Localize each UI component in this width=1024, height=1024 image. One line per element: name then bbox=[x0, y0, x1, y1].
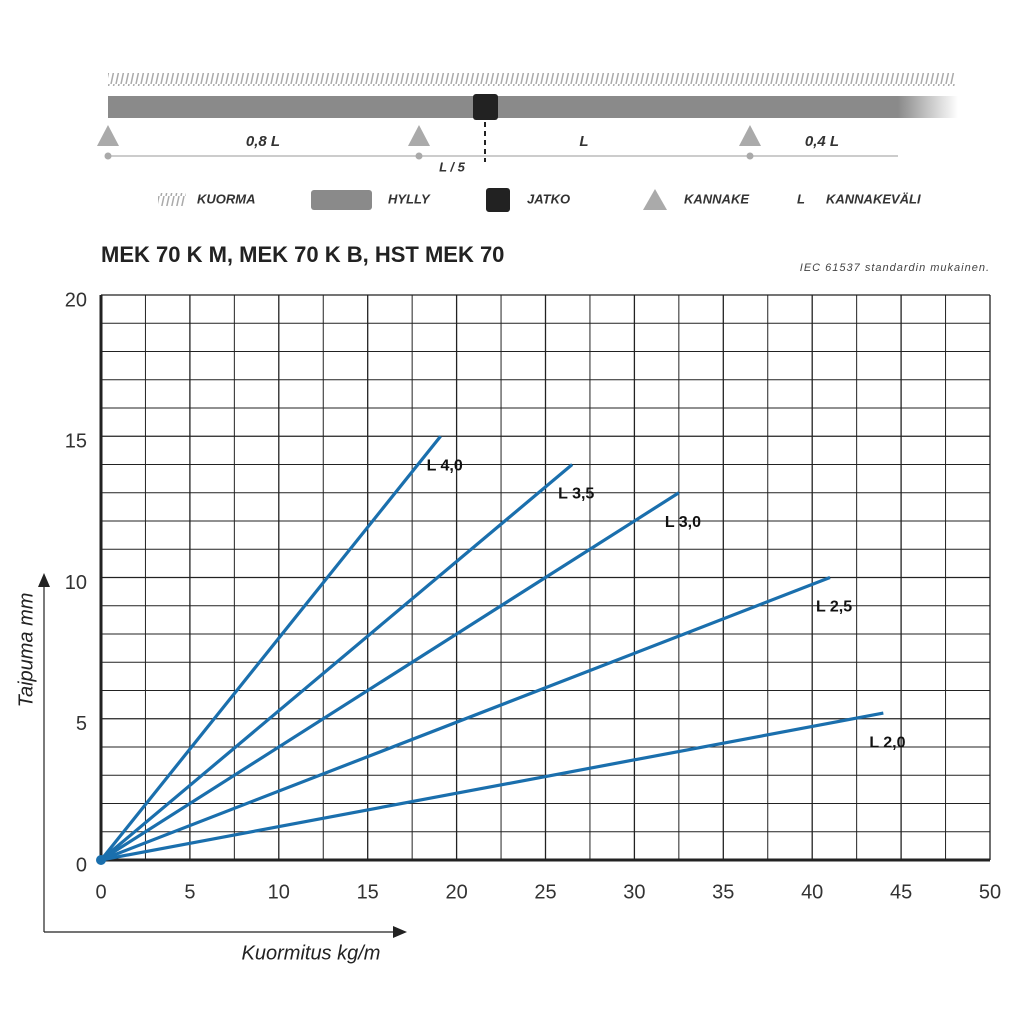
legend-hatch bbox=[158, 193, 186, 206]
origin-marker bbox=[96, 855, 106, 865]
chart-title: MEK 70 K M, MEK 70 K B, HST MEK 70 bbox=[101, 242, 504, 267]
chart-note: IEC 61537 standardin mukainen. bbox=[800, 262, 990, 274]
x-tick-label: 15 bbox=[357, 881, 379, 903]
legend-label: KANNAKEVÄLI bbox=[826, 191, 921, 206]
dimension-dot bbox=[104, 152, 112, 160]
y-tick-label: 20 bbox=[65, 289, 87, 311]
legend-joint bbox=[486, 188, 510, 212]
load-hatch bbox=[108, 73, 955, 86]
series-label: L 3,0 bbox=[665, 514, 701, 531]
y-axis-title: Taipuma mm bbox=[15, 593, 37, 708]
legend-label: KUORMA bbox=[197, 191, 256, 206]
legend-label: JATKO bbox=[527, 191, 570, 206]
x-tick-label: 25 bbox=[534, 881, 556, 903]
data-line bbox=[100, 576, 831, 862]
x-tick-label: 40 bbox=[801, 881, 823, 903]
dimension-dot bbox=[746, 152, 754, 160]
dimension-dot bbox=[415, 152, 423, 160]
axis-arrows bbox=[38, 573, 407, 938]
series-label: L 3,5 bbox=[558, 486, 594, 503]
series-label: L 2,0 bbox=[869, 734, 905, 751]
joint bbox=[473, 94, 498, 120]
arrow-head bbox=[393, 926, 407, 938]
data-line bbox=[99, 463, 574, 862]
support bbox=[739, 125, 761, 146]
data-line bbox=[100, 711, 884, 862]
legend-key: L bbox=[797, 191, 805, 206]
data-line bbox=[100, 491, 680, 862]
x-tick-label: 45 bbox=[890, 881, 912, 903]
x-axis-title: Kuormitus kg/m bbox=[242, 942, 381, 964]
legend-label: KANNAKE bbox=[684, 191, 749, 206]
shelf-bar bbox=[108, 96, 900, 118]
legend-support bbox=[643, 189, 667, 210]
x-tick-label: 20 bbox=[445, 881, 467, 903]
x-tick-label: 5 bbox=[184, 881, 195, 903]
x-tick-label: 0 bbox=[95, 881, 106, 903]
legend-shelf bbox=[311, 190, 372, 210]
series-label: L 4,0 bbox=[427, 457, 463, 474]
plot: 0 5 10 15 20 25 30 35 40 45 50 0 5 10 15 20 L 4,0 L 3,5 L … bbox=[65, 289, 1001, 903]
arrow-head bbox=[38, 573, 50, 587]
y-tick-label: 0 bbox=[76, 854, 87, 876]
y-tick-label: 10 bbox=[65, 572, 87, 594]
x-tick-label: 35 bbox=[712, 881, 734, 903]
series-label: L 2,5 bbox=[816, 599, 852, 616]
offset-label: L / 5 bbox=[439, 159, 466, 174]
legend-label: HYLLY bbox=[388, 191, 431, 206]
x-tick-label: 50 bbox=[979, 881, 1001, 903]
x-tick-label: 30 bbox=[623, 881, 645, 903]
x-tick-label: 10 bbox=[268, 881, 290, 903]
beam-diagram: 0,8 L L 0,4 L L / 5 KUORMA HYLLY JATKO K… bbox=[97, 73, 958, 212]
span-label: 0,8 L bbox=[246, 133, 280, 150]
span-label: L bbox=[579, 133, 588, 150]
support bbox=[408, 125, 430, 146]
shelf-fade bbox=[898, 96, 958, 118]
support bbox=[97, 125, 119, 146]
y-tick-label: 15 bbox=[65, 431, 87, 453]
y-tick-label: 5 bbox=[76, 713, 87, 735]
span-label: 0,4 L bbox=[805, 133, 839, 150]
data-line bbox=[99, 435, 442, 862]
